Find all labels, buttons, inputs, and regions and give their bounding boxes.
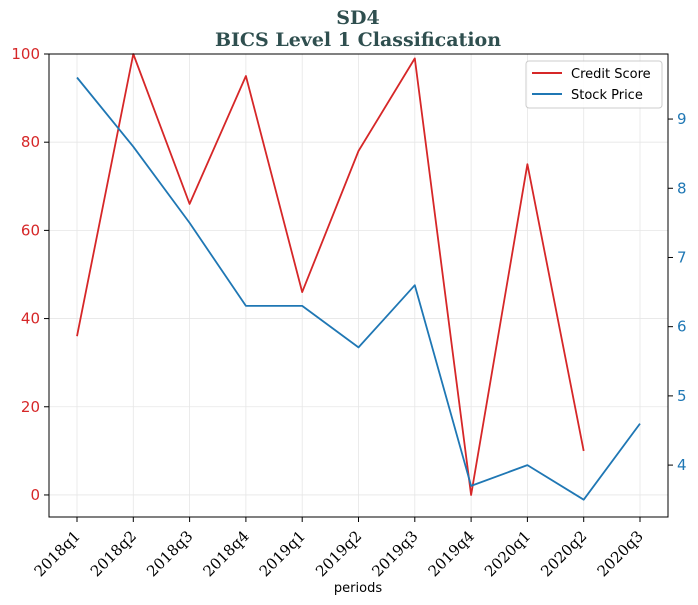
left-y-tick-label: 40 — [21, 310, 40, 328]
right-y-tick-label: 6 — [677, 318, 687, 336]
x-tick-label: 2018q4 — [199, 527, 252, 580]
legend-label-stock-price: Stock Price — [571, 88, 643, 103]
right-y-tick-label: 4 — [677, 456, 687, 474]
x-tick-label: 2019q4 — [425, 527, 478, 580]
right-y-tick-label: 9 — [677, 110, 687, 128]
left-y-tick-label: 0 — [30, 486, 40, 504]
left-y-axis: 0 20 40 60 80 100 — [11, 45, 49, 504]
x-tick-label: 2020q2 — [537, 527, 590, 580]
grid-lines — [49, 53, 668, 517]
left-y-tick-label: 60 — [21, 221, 40, 239]
chart-subtitle: BICS Level 1 Classification — [215, 29, 501, 51]
x-axis-label: periods — [334, 581, 382, 596]
legend: Credit Score Stock Price — [525, 60, 663, 109]
left-y-tick-label: 20 — [21, 398, 40, 416]
x-axis: 2018q1 2018q2 2018q3 2018q4 2019q1 2019q2 2019… — [31, 517, 647, 580]
x-tick-label: 2019q1 — [256, 527, 309, 580]
x-tick-label: 2018q1 — [31, 527, 84, 580]
right-y-tick-label: 5 — [677, 387, 687, 405]
series-line-credit-score — [76, 53, 585, 496]
right-y-tick-label: 7 — [677, 248, 687, 266]
x-tick-label: 2020q1 — [481, 527, 534, 580]
x-tick-label: 2019q2 — [312, 527, 365, 580]
x-tick-label: 2019q3 — [368, 527, 421, 580]
x-tick-label: 2018q2 — [87, 527, 140, 580]
right-y-axis: 4 5 6 7 8 9 — [668, 110, 687, 474]
x-tick-label: 2018q3 — [143, 527, 196, 580]
series-layer — [76, 53, 641, 501]
right-y-tick-label: 8 — [677, 179, 687, 197]
legend-label-credit-score: Credit Score — [571, 67, 651, 82]
left-y-tick-label: 80 — [21, 133, 40, 151]
series-line-stock-price — [76, 76, 641, 501]
chart-title: SD4 — [336, 7, 379, 29]
x-tick-label: 2020q3 — [594, 527, 647, 580]
left-y-tick-label: 100 — [11, 45, 40, 63]
